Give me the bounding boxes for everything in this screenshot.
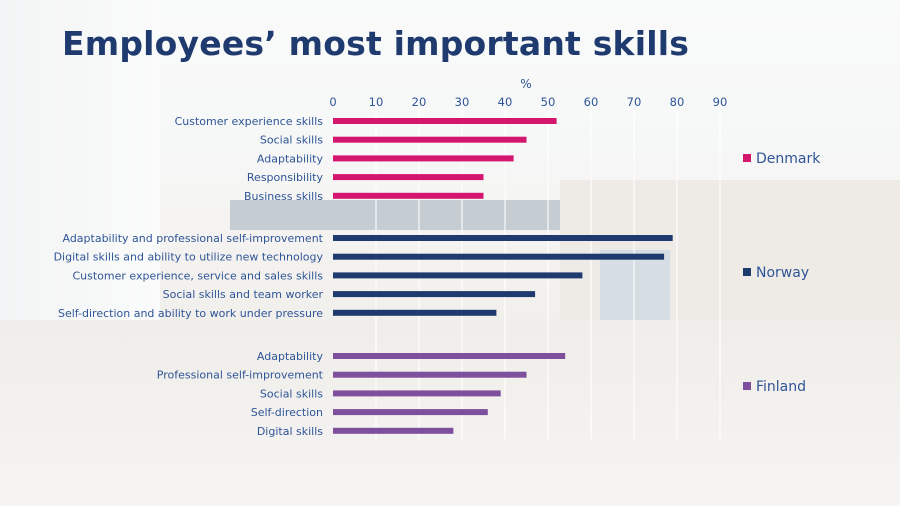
category-label: Digital skills and ability to utilize ne… [54, 251, 324, 264]
bar-norway [333, 253, 665, 260]
x-tick-label: 70 [627, 95, 642, 109]
legend-label-denmark: Denmark [756, 151, 821, 167]
x-tick-label: 90 [713, 95, 728, 109]
bar-finland [333, 427, 454, 434]
category-label: Adaptability [257, 152, 324, 165]
legend-swatch-norway [743, 268, 751, 276]
bar-finland [333, 409, 488, 416]
x-tick-label: 0 [329, 95, 336, 109]
x-axis-label: % [520, 77, 531, 91]
bar-denmark [333, 174, 484, 181]
category-label: Social skills and team worker [163, 288, 324, 301]
x-tick-label: 50 [541, 95, 556, 109]
category-label: Social skills [260, 134, 323, 147]
category-label: Digital skills [257, 425, 323, 438]
legend-swatch-denmark [743, 154, 751, 162]
bar-norway [333, 291, 536, 298]
bar-denmark [333, 192, 484, 199]
bar-finland [333, 371, 527, 378]
x-tick-label: 20 [412, 95, 427, 109]
category-label: Adaptability [257, 350, 324, 363]
x-tick-label: 10 [369, 95, 384, 109]
category-label: Adaptability and professional self-impro… [62, 232, 323, 245]
bar-norway [333, 309, 497, 316]
category-label: Responsibility [247, 171, 324, 184]
x-tick-label: 40 [498, 95, 513, 109]
bar-denmark [333, 136, 527, 143]
bar-norway [333, 272, 583, 279]
bar-finland [333, 390, 501, 397]
bar-norway [333, 235, 673, 241]
legend-label-finland: Finland [756, 379, 806, 395]
legend-label-norway: Norway [756, 265, 809, 281]
category-label: Self-direction [251, 406, 323, 419]
category-label: Customer experience skills [175, 115, 324, 128]
x-tick-label: 80 [670, 95, 685, 109]
category-label: Business skills [244, 190, 323, 203]
chart-title: Employees’ most important skills [62, 24, 690, 63]
bar-denmark [333, 118, 557, 124]
bar-denmark [333, 155, 514, 162]
bar-finland [333, 353, 566, 359]
x-tick-label: 30 [455, 95, 470, 109]
category-label: Social skills [260, 387, 323, 400]
legend-swatch-finland [743, 382, 751, 390]
x-tick-label: 60 [584, 95, 599, 109]
category-label: Customer experience, service and sales s… [72, 269, 323, 282]
category-label: Self-direction and ability to work under… [58, 307, 323, 320]
category-label: Professional self-improvement [157, 369, 324, 382]
